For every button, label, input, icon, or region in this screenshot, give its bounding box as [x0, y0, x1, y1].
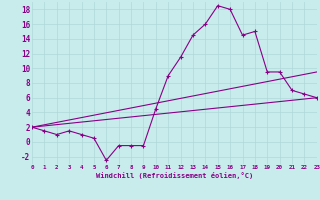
X-axis label: Windchill (Refroidissement éolien,°C): Windchill (Refroidissement éolien,°C): [96, 172, 253, 179]
